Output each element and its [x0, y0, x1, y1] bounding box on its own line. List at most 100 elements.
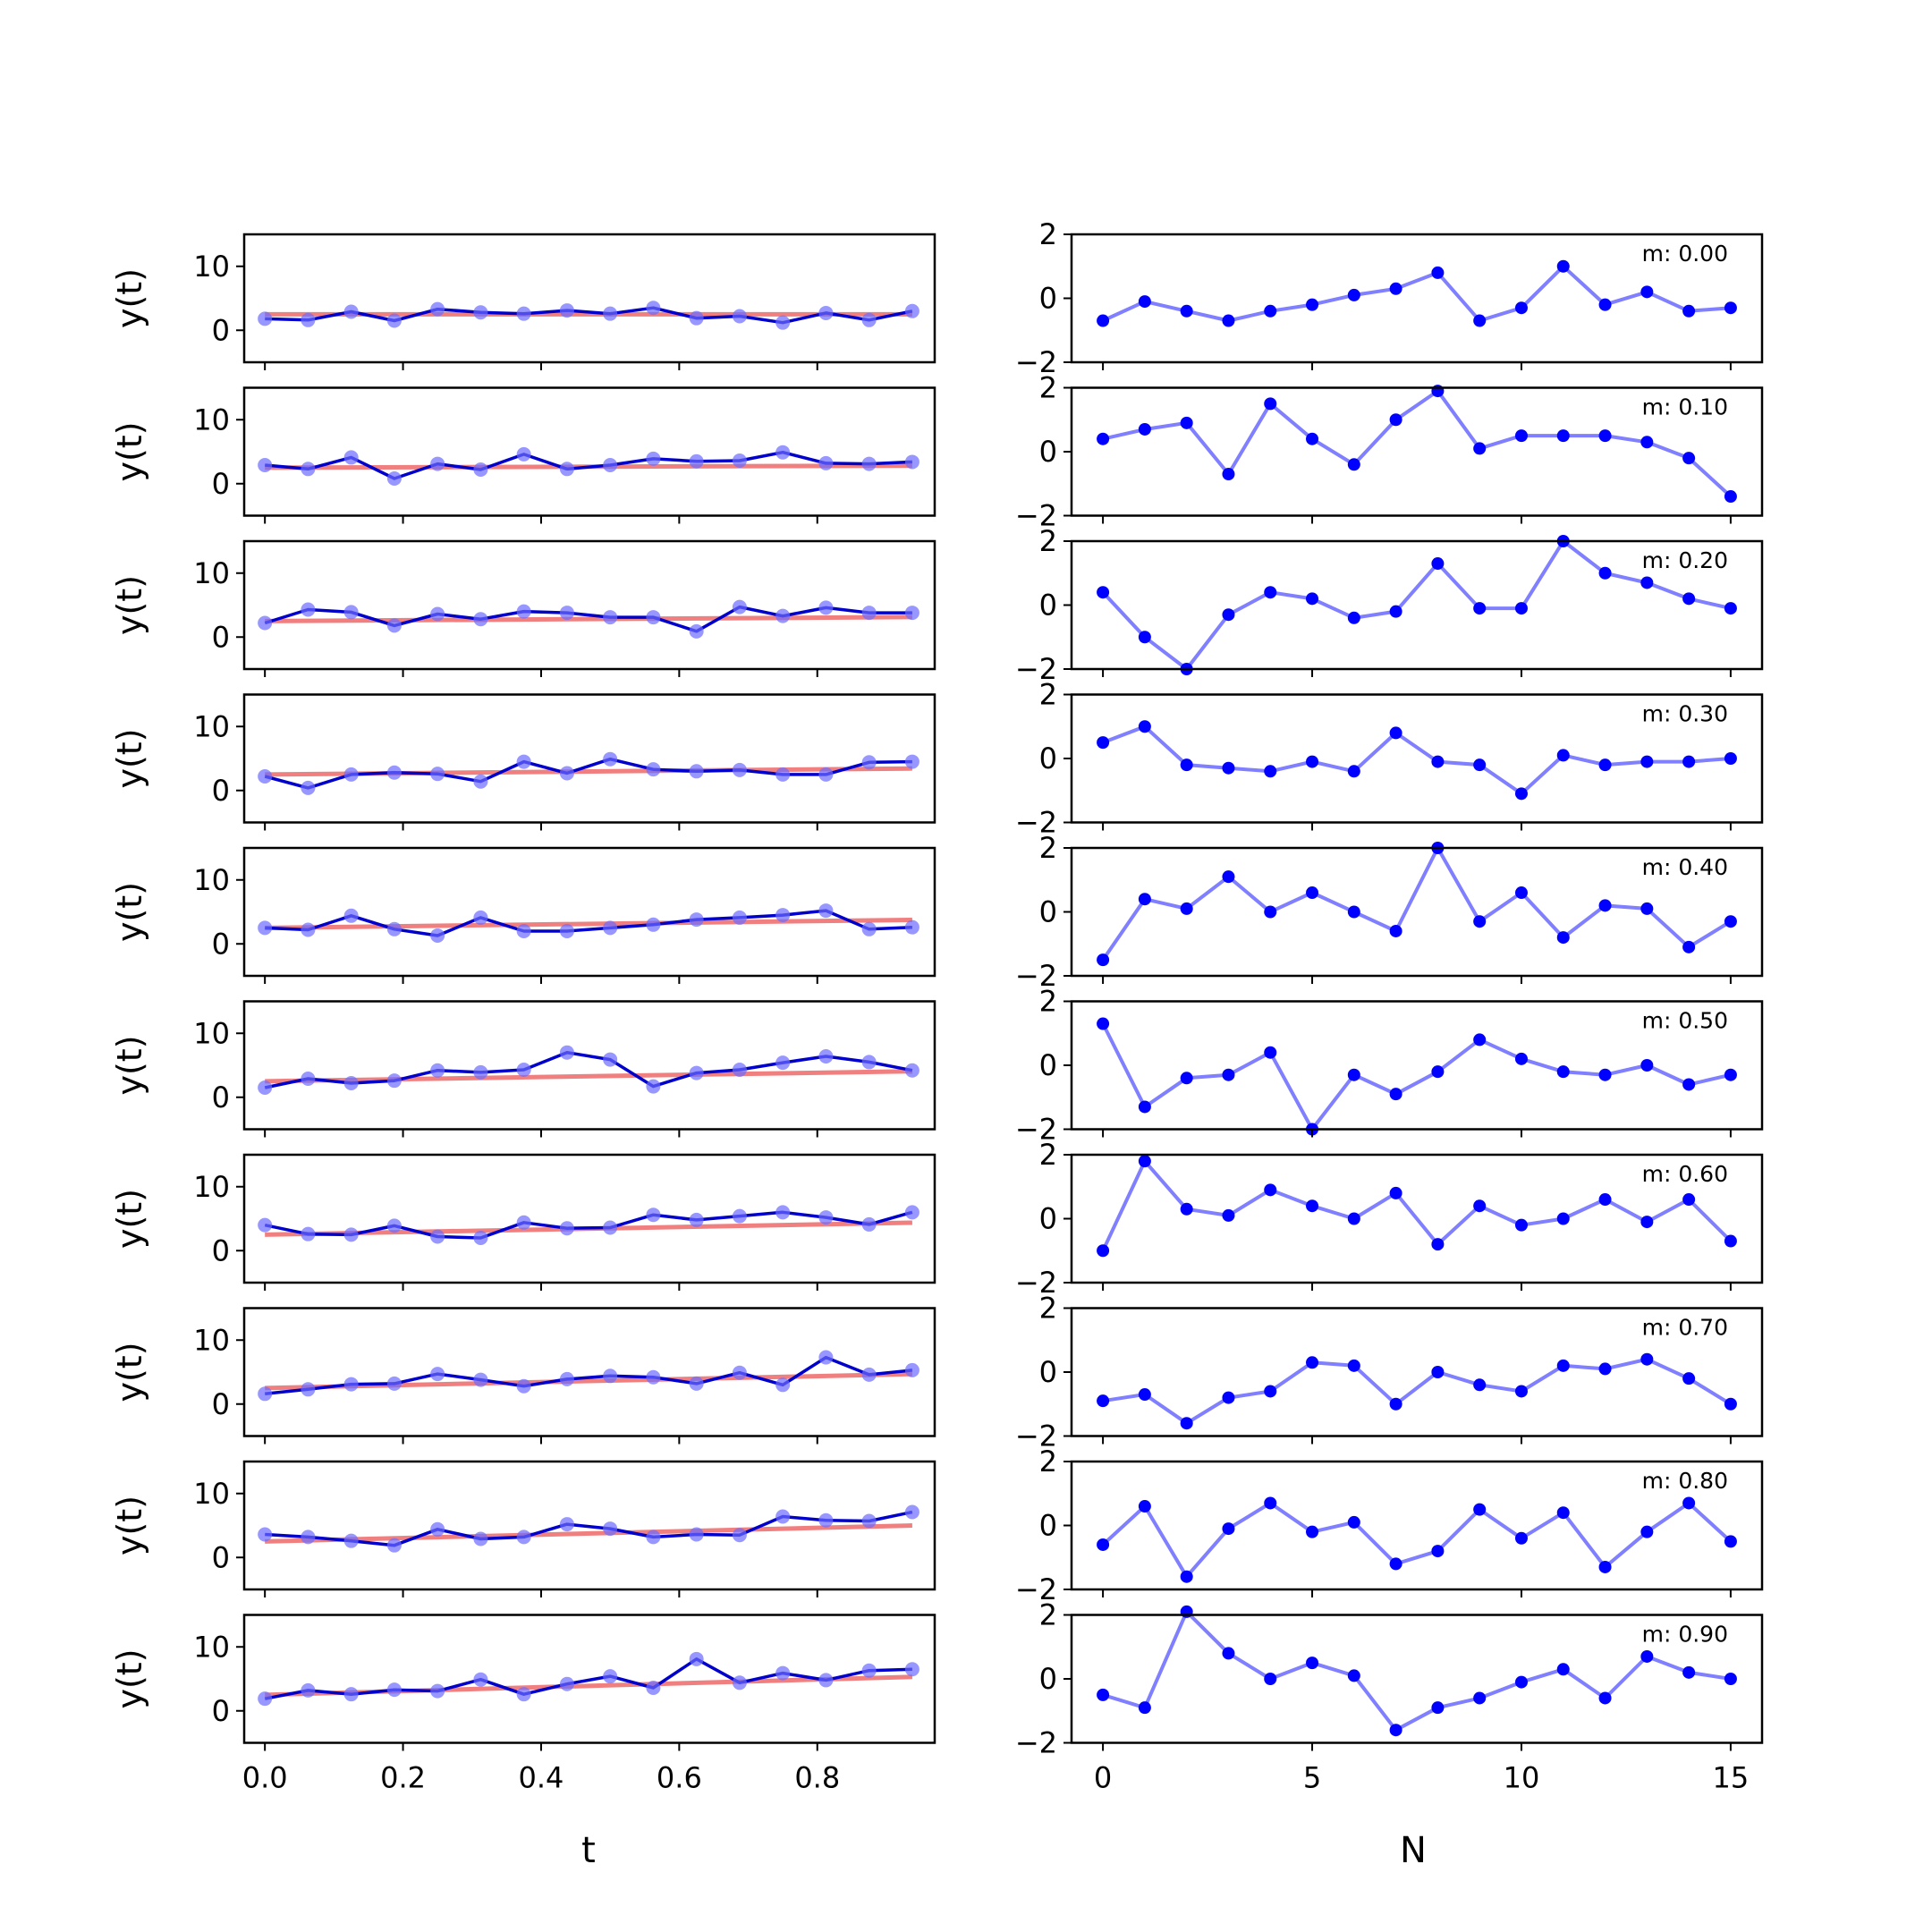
y-tick-label: 0 [212, 927, 230, 961]
data-line [265, 909, 912, 937]
y-tick-label: 0 [212, 620, 230, 654]
residual-point [1222, 314, 1235, 327]
residual-point [1347, 765, 1360, 778]
residual-point [1598, 566, 1612, 580]
data-point [343, 1533, 359, 1548]
data-point [904, 606, 919, 621]
y-tick-label: 10 [193, 1630, 230, 1664]
data-point [646, 762, 661, 777]
residual-point [1598, 298, 1612, 311]
y-tick-label: 0 [1039, 1355, 1057, 1389]
axes-frame [242, 1000, 936, 1131]
data-point [689, 1527, 704, 1542]
data-point [904, 454, 919, 470]
residual-line [1101, 846, 1732, 962]
slope-annotation: m: 0.90 [1642, 1622, 1728, 1648]
data-point [732, 453, 747, 469]
residual-point [1431, 1238, 1445, 1251]
data-point [301, 1530, 316, 1545]
data-point [430, 1521, 445, 1537]
time-series-panel-2: 0 10 y(t) [110, 539, 936, 677]
data-point [516, 754, 531, 769]
residual-point [1264, 1385, 1277, 1398]
residual-point [1222, 870, 1235, 884]
y-axis-label: y(t) [110, 268, 149, 328]
data-point [861, 1663, 877, 1678]
residual-point [1598, 1691, 1612, 1705]
y-tick-label: 10 [193, 1016, 230, 1050]
residual-point [1347, 1212, 1360, 1225]
residual-point [1306, 592, 1319, 606]
time-series-panel-5: 0 10 y(t) [110, 1000, 936, 1138]
data-point [473, 305, 488, 320]
data-point [861, 312, 877, 327]
data-line [264, 1210, 913, 1240]
residual-point [1724, 915, 1737, 928]
data-point [386, 471, 402, 487]
data-point [775, 908, 791, 923]
y-tick-label: −2 [1015, 1726, 1057, 1760]
data-point [775, 767, 791, 782]
data-point [861, 1513, 877, 1529]
residual-point [1180, 416, 1193, 429]
residual-point [1682, 755, 1696, 768]
data-point [258, 1691, 273, 1707]
data-point [646, 1681, 661, 1696]
data-point [818, 767, 834, 782]
data-point [861, 1216, 877, 1232]
data-point [861, 456, 877, 471]
residual-panel-0: −2 0 2 m: 0.00 [1015, 217, 1764, 379]
axes-frame [242, 1614, 936, 1744]
slope-annotation: m: 0.70 [1642, 1315, 1728, 1341]
data-point [430, 1229, 445, 1244]
data-point [603, 1052, 618, 1067]
data-point [343, 450, 359, 465]
data-point [775, 1665, 791, 1681]
residual-point [1598, 1362, 1612, 1376]
x-tick-label: 10 [1504, 1761, 1540, 1795]
data-point [258, 920, 273, 936]
residual-point [1389, 924, 1402, 937]
residual-point [1306, 755, 1319, 768]
residual-point [1431, 557, 1445, 571]
data-point [861, 921, 877, 936]
residual-point [1514, 1218, 1528, 1232]
data-point [386, 1682, 402, 1698]
residual-line [1101, 1159, 1733, 1252]
slope-annotation: m: 0.20 [1642, 547, 1728, 573]
data-point [646, 1079, 661, 1094]
y-tick-label: 10 [193, 1323, 230, 1357]
axes-frame [242, 846, 936, 978]
data-point [516, 1063, 531, 1078]
residual-point [1389, 605, 1402, 618]
y-tick-label: 0 [212, 774, 230, 808]
y-tick-label: 0 [212, 1080, 230, 1114]
data-point [818, 903, 834, 919]
data-point [818, 600, 834, 615]
data-point [430, 301, 445, 317]
residual-point [1222, 1522, 1235, 1536]
data-line [265, 450, 912, 480]
data-point [775, 1205, 791, 1220]
data-point [301, 1072, 316, 1087]
data-point [343, 304, 359, 319]
residual-point [1640, 436, 1654, 449]
data-point [430, 1367, 445, 1382]
residual-point [1138, 295, 1151, 309]
residual-point [1431, 385, 1445, 398]
residual-point [1097, 736, 1110, 750]
data-point [904, 919, 919, 935]
data-point [430, 606, 445, 622]
y-tick-label: 0 [212, 1540, 230, 1574]
data-point [258, 769, 273, 784]
trend-line [265, 917, 912, 930]
data-line [264, 605, 912, 633]
residual-point [1306, 1525, 1319, 1538]
data-line [265, 1355, 913, 1396]
y-tick-label: 2 [1039, 1292, 1057, 1326]
data-line [265, 1510, 913, 1547]
residual-point [1473, 602, 1487, 615]
data-point [775, 608, 791, 623]
data-point [732, 1365, 747, 1380]
residual-point [1097, 586, 1110, 599]
